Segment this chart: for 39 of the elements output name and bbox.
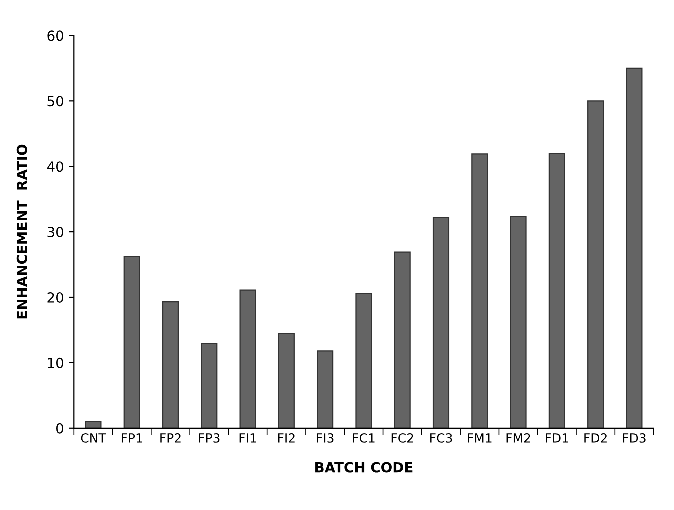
bar xyxy=(201,343,218,428)
x-tick-label: FP1 xyxy=(122,434,142,443)
bar xyxy=(472,154,488,428)
x-tick-label: FD3 xyxy=(623,433,646,443)
x-tick-label: FM2 xyxy=(506,433,530,443)
bar xyxy=(162,302,180,428)
bar xyxy=(510,216,527,428)
bar xyxy=(278,332,295,428)
x-tick-label: FI2 xyxy=(278,433,295,443)
y-axis-title: ENHANCEMENT RATIO xyxy=(16,144,28,319)
x-tick-label: FP3 xyxy=(199,433,220,443)
y-tick-label: 0 xyxy=(56,423,64,434)
x-tick-label: FP2 xyxy=(160,433,181,443)
bar xyxy=(240,290,256,428)
bar xyxy=(432,217,450,428)
bar xyxy=(85,421,102,428)
x-tick-label: FC3 xyxy=(430,433,452,443)
y-tick-label: 20 xyxy=(48,292,64,303)
bar xyxy=(124,256,140,428)
bar xyxy=(626,68,643,428)
x-tick-label: FD1 xyxy=(546,434,568,443)
y-tick-label: 10 xyxy=(48,358,64,368)
y-tick-label: 30 xyxy=(48,227,64,238)
x-axis-title: BATCH CODE xyxy=(316,462,413,473)
x-tick-label: FI1 xyxy=(240,434,256,443)
y-tick-label: 60 xyxy=(48,30,64,42)
y-tick-label: 50 xyxy=(48,96,64,107)
bar xyxy=(356,293,372,428)
x-tick-label: FI3 xyxy=(317,433,334,443)
x-tick-label: CNT xyxy=(81,433,106,443)
x-tick-label: FM1 xyxy=(468,434,492,443)
x-tick-label: FC2 xyxy=(392,433,414,443)
x-tick-label: FC1 xyxy=(353,433,375,443)
bar xyxy=(588,100,604,428)
y-tick-label: 40 xyxy=(47,162,64,172)
bar xyxy=(548,152,566,428)
x-tick-label: FD2 xyxy=(584,433,607,443)
bar xyxy=(317,350,334,428)
bar xyxy=(394,252,411,428)
